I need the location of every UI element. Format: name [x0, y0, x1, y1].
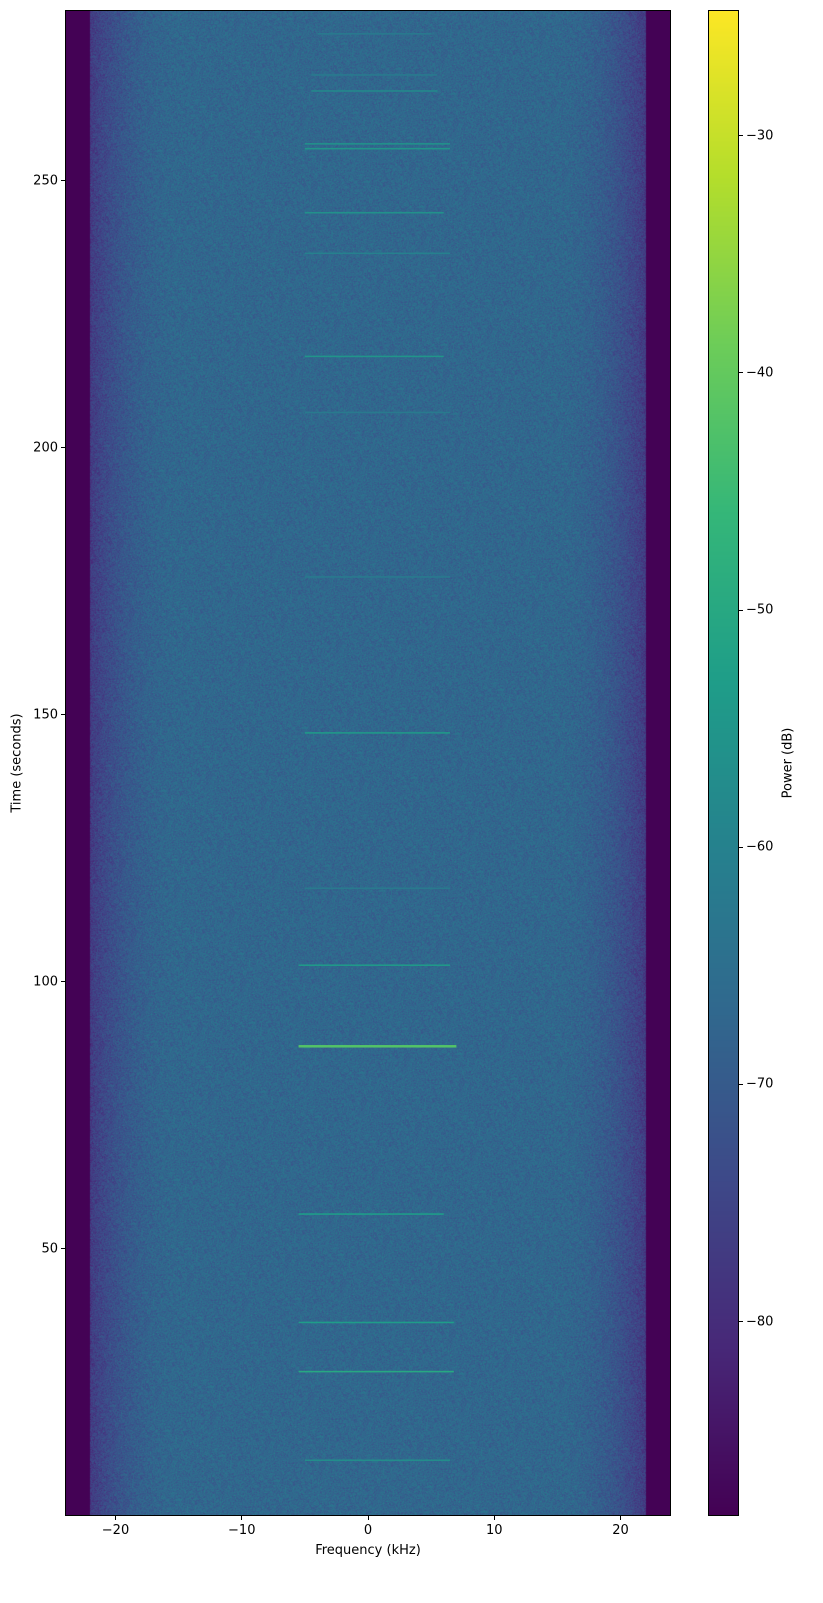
y-tick — [61, 447, 65, 449]
x-axis-label: Frequency (kHz) — [315, 1543, 421, 1558]
signal-line — [298, 1321, 454, 1324]
signal-line — [317, 33, 432, 35]
spectrogram-plot — [65, 10, 671, 1516]
y-tick-label: 100 — [33, 974, 58, 990]
x-tick-label: −10 — [228, 1523, 256, 1538]
signal-lines — [298, 33, 457, 1462]
x-tick — [115, 1516, 116, 1520]
signal-line — [304, 355, 444, 358]
x-tick — [241, 1516, 243, 1520]
signal-line — [304, 252, 451, 255]
colorbar-tick — [739, 846, 743, 848]
signal-line — [304, 147, 451, 150]
colorbar-tick-label: −50 — [746, 602, 774, 618]
signal-line — [304, 411, 451, 414]
signal-line — [304, 887, 451, 890]
colorbar-tick-label: −80 — [746, 1314, 774, 1330]
signal-line — [298, 1370, 454, 1373]
y-tick — [61, 180, 65, 182]
colorbar-tick-label: −70 — [746, 1076, 774, 1092]
x-tick-label: −20 — [101, 1523, 130, 1538]
colorbar-tick-label: −30 — [746, 128, 774, 144]
x-tick-label: 0 — [363, 1523, 373, 1538]
signal-line — [304, 576, 451, 578]
colorbar-tick — [739, 135, 743, 137]
y-tick — [61, 714, 65, 716]
colorbar-tick — [739, 609, 743, 611]
colorbar-tick — [739, 1083, 743, 1085]
colorbar-tick-label: −40 — [746, 365, 774, 381]
y-axis-label: Time (seconds) — [9, 713, 25, 813]
y-tick-label: 50 — [41, 1241, 58, 1257]
y-tick-label: 250 — [33, 173, 58, 189]
signal-line — [304, 732, 451, 734]
colorbar-tick — [739, 1321, 743, 1323]
signal-line — [304, 1459, 451, 1462]
signal-line — [311, 90, 438, 92]
x-tick-label: 10 — [485, 1523, 503, 1538]
x-tick-label: 20 — [612, 1523, 629, 1538]
signal-line — [298, 1045, 457, 1048]
signal-line — [298, 964, 451, 967]
y-tick-label: 150 — [33, 707, 58, 723]
y-tick — [61, 981, 65, 983]
signal-line — [304, 143, 451, 145]
y-tick-label: 200 — [33, 440, 58, 456]
colorbar-label: Power (dB) — [780, 727, 796, 799]
y-tick — [61, 1248, 65, 1250]
colorbar — [708, 10, 739, 1516]
colorbar-tick — [739, 372, 743, 374]
signal-line — [304, 211, 444, 214]
signal-line — [298, 1213, 444, 1215]
x-tick — [620, 1516, 621, 1520]
colorbar-tick-label: −60 — [746, 839, 774, 855]
x-tick — [367, 1516, 369, 1520]
x-tick — [493, 1516, 495, 1520]
signal-line — [311, 74, 438, 76]
spectrogram-heatmap — [65, 10, 671, 1516]
